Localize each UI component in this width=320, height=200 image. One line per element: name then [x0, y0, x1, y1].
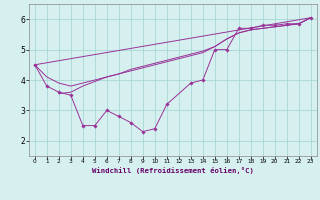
X-axis label: Windchill (Refroidissement éolien,°C): Windchill (Refroidissement éolien,°C)	[92, 167, 254, 174]
